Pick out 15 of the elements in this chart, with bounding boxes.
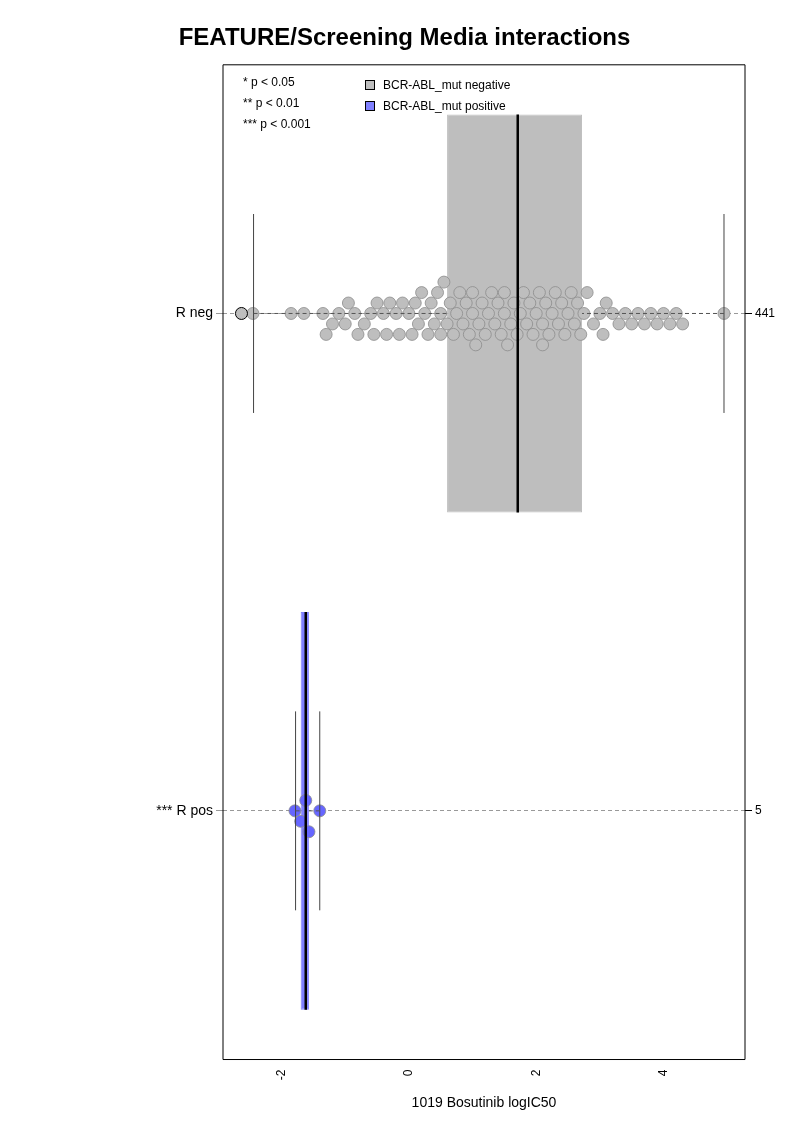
annotation: * p < 0.05 (243, 75, 296, 90)
x-tick-label: 0 (401, 1069, 416, 1077)
y-tick-label: R neg (175, 304, 213, 321)
x-tick-label: -2 (273, 1069, 288, 1081)
annotation: *** p < 0.001 (243, 117, 312, 132)
y2-tick-label: 5 (755, 803, 762, 818)
annotation: ** p < 0.01 (243, 96, 300, 111)
legend-label: BCR-ABL_mut positive (383, 97, 506, 115)
legend-label: BCR-ABL_mut negative (383, 76, 511, 94)
y2-tick-label: 441 (755, 305, 776, 320)
x-tick-label: 2 (528, 1069, 543, 1077)
x-tick-label: 4 (655, 1069, 670, 1077)
chart-title: FEATURE/Screening Media interactions (178, 23, 631, 51)
y-tick-label: *** R pos (156, 801, 213, 818)
x-axis-title: 1019 Bosutinib logIC50 (411, 1094, 557, 1111)
